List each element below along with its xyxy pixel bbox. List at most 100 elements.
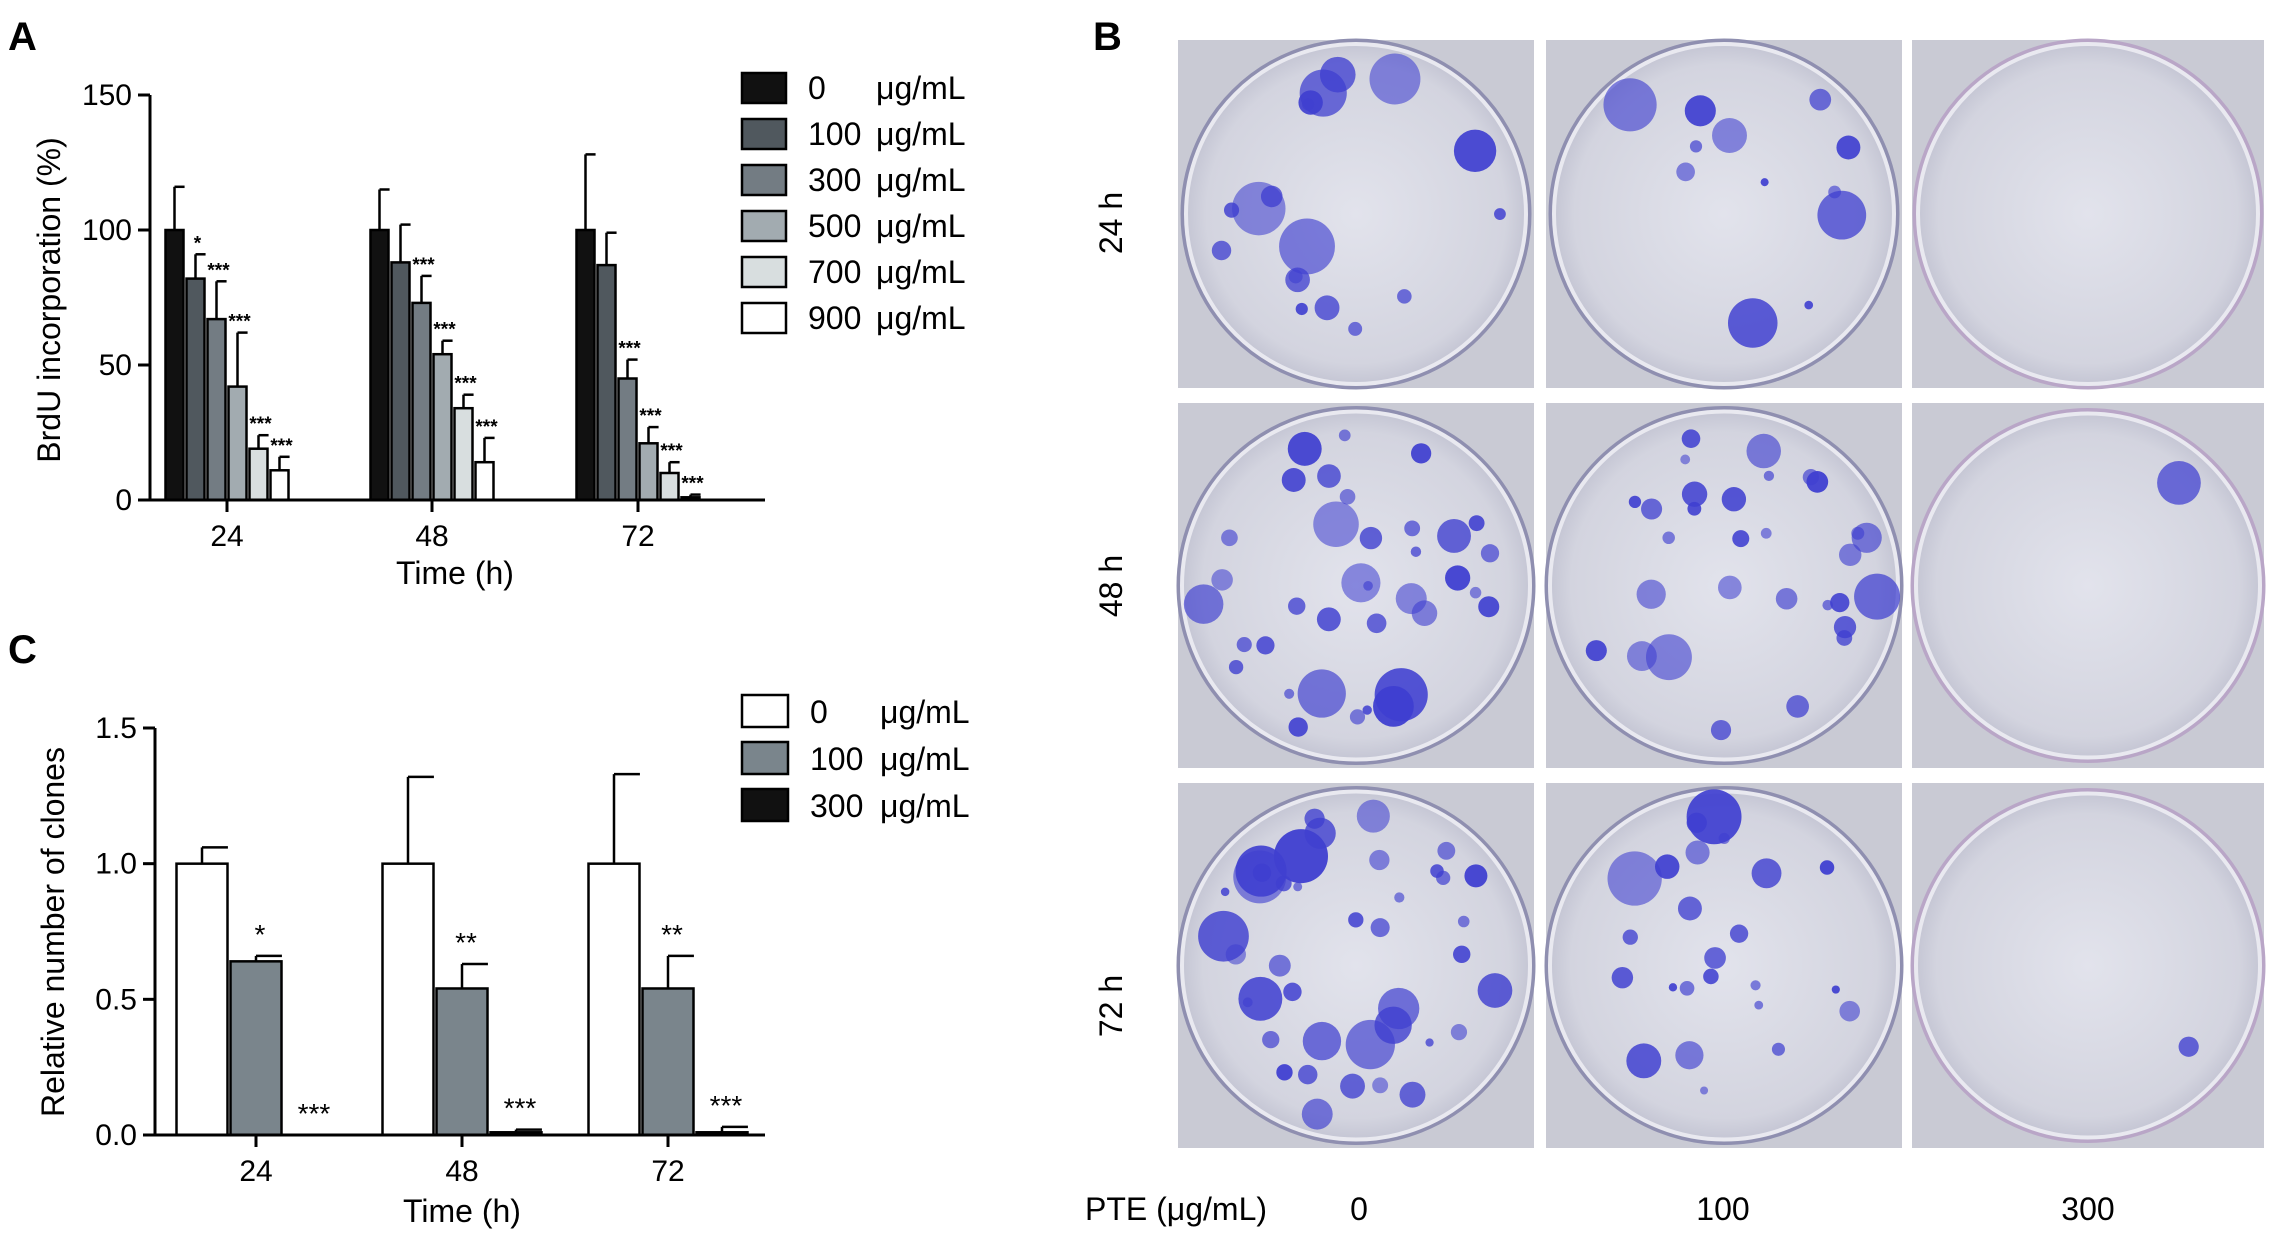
colony (1676, 162, 1695, 182)
legend-value: 300 (810, 788, 863, 824)
x-tick-label: 24 (210, 520, 243, 553)
colony (1262, 1030, 1280, 1049)
colony (1445, 565, 1471, 591)
column-label-300: 300 (2061, 1191, 2114, 1227)
colony (1710, 719, 1732, 741)
colony (1464, 864, 1488, 888)
colony (1283, 982, 1302, 1002)
colony (1453, 945, 1471, 964)
dish-rim (1910, 408, 2266, 763)
panel-a-x-axis-title: Time (h) (396, 555, 514, 591)
colony (1675, 1041, 1704, 1070)
significance-stars: *** (228, 312, 251, 333)
significance-stars: *** (412, 255, 435, 276)
colony (1313, 501, 1359, 547)
colony (1668, 983, 1678, 992)
colony (1288, 717, 1308, 737)
colony (1828, 185, 1842, 199)
colony (1316, 607, 1341, 632)
dish-rim (1548, 38, 1900, 390)
colony (1469, 586, 1482, 599)
bar (435, 987, 489, 1137)
dish-rim (1176, 786, 1536, 1145)
significance-stars: *** (681, 474, 704, 495)
bar (229, 960, 283, 1137)
colony (1806, 471, 1829, 493)
bar (206, 317, 227, 502)
colony (1830, 592, 1850, 613)
colony (1410, 443, 1432, 464)
colony (1397, 289, 1412, 304)
bar (369, 228, 390, 502)
legend-swatch (740, 117, 788, 151)
dish-well (1916, 42, 2260, 386)
significance-stars: * (255, 919, 266, 950)
legend-unit: μg/mL (876, 300, 966, 336)
colony (1211, 240, 1232, 261)
colony (1370, 918, 1390, 938)
colony (1366, 613, 1387, 634)
legend-unit: μg/mL (880, 694, 970, 730)
dish-photo (1546, 38, 1902, 390)
colony (1628, 495, 1642, 509)
colony (1404, 520, 1421, 537)
legend-value: 100 (808, 116, 861, 152)
colony (1626, 1043, 1662, 1079)
x-tick-label: 72 (651, 1155, 684, 1188)
colony (1851, 526, 1865, 540)
colony (1232, 181, 1286, 236)
colony (1394, 892, 1405, 903)
colony (1238, 976, 1283, 1021)
y-tick-label: 50 (99, 349, 132, 382)
significance-stars: ** (661, 919, 683, 950)
significance-stars: *** (433, 320, 456, 341)
colony (1356, 799, 1390, 833)
legend-unit: μg/mL (876, 162, 966, 198)
legend-value: 900 (808, 300, 861, 336)
dish-well (1914, 791, 2262, 1140)
colony (1349, 709, 1366, 725)
colony (1339, 488, 1356, 505)
y-tick-label: 0 (115, 484, 132, 517)
colony (1348, 321, 1363, 336)
colony (1636, 579, 1666, 609)
colony (1233, 850, 1287, 904)
panel-a-y-axis-title: BrdU incorporation (%) (31, 137, 67, 462)
colony (1680, 454, 1691, 465)
significance-stars: * (194, 233, 202, 254)
dish-photo (1544, 403, 1904, 768)
significance-stars: *** (710, 1090, 743, 1121)
dish-rim (1544, 786, 1904, 1145)
dish-photo (1544, 783, 1904, 1148)
colony (1836, 630, 1853, 646)
colony (1607, 851, 1662, 906)
pte-axis-label: PTE (μg/mL) (1085, 1191, 1267, 1227)
colony (1348, 912, 1364, 928)
significance-stars: *** (504, 1093, 537, 1124)
colony (1751, 858, 1782, 889)
colony (1677, 896, 1702, 921)
panel-a-chart: A ************************************* … (8, 15, 966, 591)
colony (1450, 1024, 1468, 1041)
colony (1836, 135, 1861, 160)
bar (175, 862, 229, 1137)
colony (1685, 840, 1710, 865)
colony (1359, 526, 1383, 550)
column-label-100: 100 (1696, 1191, 1749, 1227)
legend-swatch (740, 163, 788, 197)
legend-unit: μg/mL (880, 788, 970, 824)
colony (1611, 966, 1634, 989)
colony (1746, 433, 1781, 469)
panel-c-x-axis-title: Time (h) (403, 1193, 521, 1229)
colony (1684, 95, 1716, 127)
colony (1700, 1086, 1709, 1095)
colony (1732, 530, 1750, 548)
colony (1298, 1064, 1318, 1085)
dish-rim (1180, 38, 1532, 390)
legend-swatch (740, 255, 788, 289)
colony (1242, 997, 1253, 1008)
dish-rim (1176, 406, 1536, 765)
colony (1704, 947, 1726, 969)
colony (1228, 659, 1244, 675)
